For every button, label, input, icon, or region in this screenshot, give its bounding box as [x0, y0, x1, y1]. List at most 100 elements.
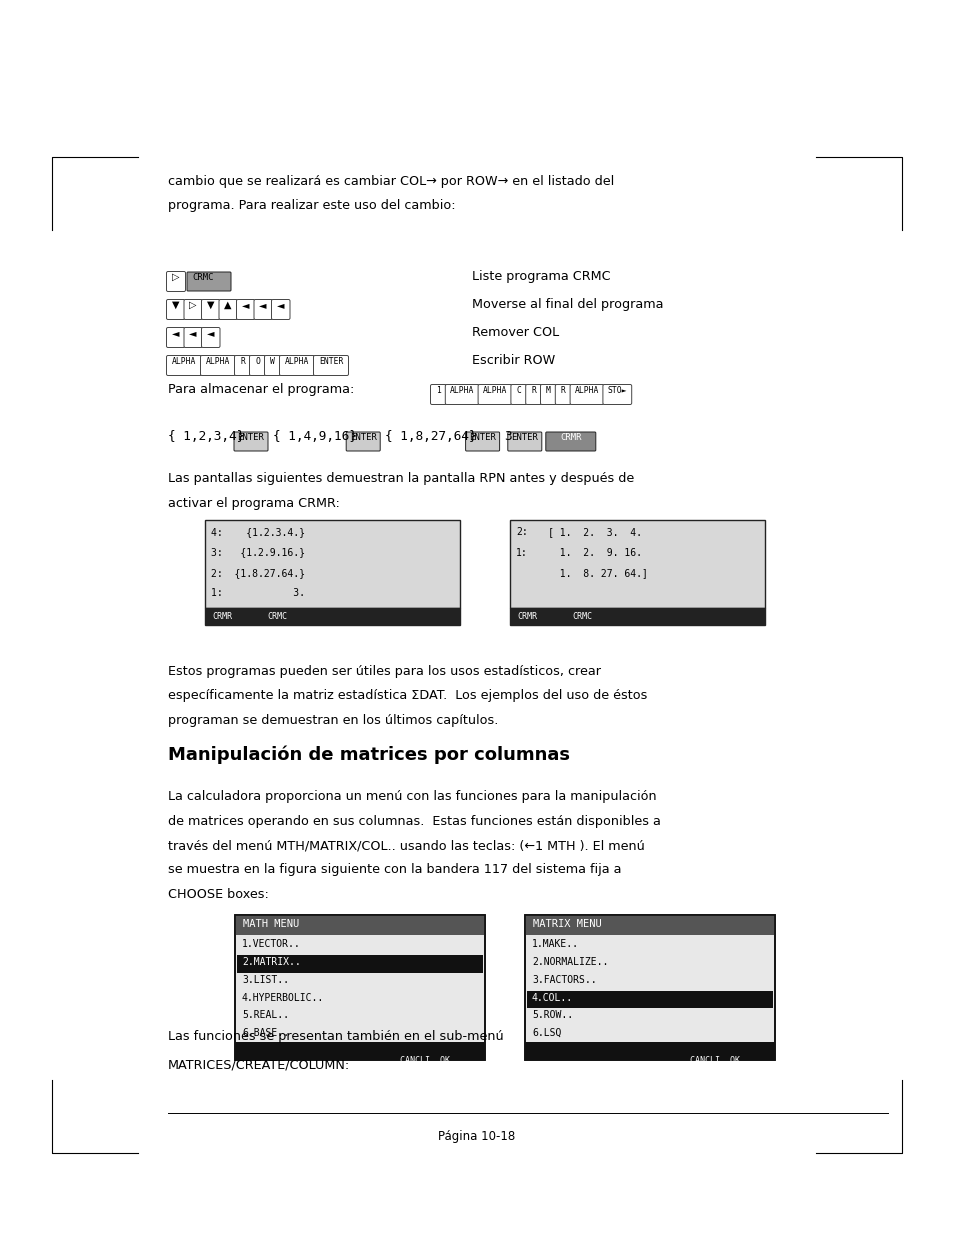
Text: Las pantallas siguientes demuestran la pantalla RPN antes y después de: Las pantallas siguientes demuestran la p… [168, 472, 634, 485]
Text: se muestra en la figura siguiente con la bandera 117 del sistema fija a: se muestra en la figura siguiente con la… [168, 863, 620, 877]
Text: 1.  2.  9. 16.: 1. 2. 9. 16. [547, 547, 641, 557]
FancyBboxPatch shape [184, 300, 202, 320]
Text: CRMR: CRMR [517, 613, 537, 621]
Text: ENTER: ENTER [318, 357, 343, 366]
Text: 1.  8. 27. 64.]: 1. 8. 27. 64.] [547, 568, 647, 578]
Text: ◄: ◄ [207, 329, 214, 338]
Text: CRMC: CRMC [192, 273, 213, 282]
Text: ▲: ▲ [224, 300, 232, 310]
Text: CANCLI  OK: CANCLI OK [689, 1056, 740, 1065]
Text: ALPHA: ALPHA [450, 387, 474, 395]
FancyBboxPatch shape [545, 432, 596, 451]
FancyBboxPatch shape [430, 384, 446, 405]
FancyBboxPatch shape [236, 300, 254, 320]
Text: ENTER: ENTER [350, 433, 376, 442]
Text: MATRICES/CREATE/COLUMN:: MATRICES/CREATE/COLUMN: [168, 1058, 350, 1071]
Text: 1.VECTOR..: 1.VECTOR.. [242, 939, 300, 948]
Text: ▼: ▼ [207, 300, 214, 310]
Text: { 1,8,27,64}: { 1,8,27,64} [385, 430, 476, 443]
Bar [205, 608, 459, 625]
Text: través del menú MTH/MATRIX/COL.. usando las teclas: (←1 MTH ). El menú: través del menú MTH/MATRIX/COL.. usando … [168, 839, 644, 852]
Text: ALPHA: ALPHA [206, 357, 230, 366]
Text: 3: 3 [504, 430, 512, 443]
FancyBboxPatch shape [233, 432, 268, 451]
Text: 3.LIST..: 3.LIST.. [242, 974, 289, 984]
FancyBboxPatch shape [201, 300, 220, 320]
Text: 1.MAKE..: 1.MAKE.. [532, 939, 578, 948]
FancyBboxPatch shape [555, 384, 571, 405]
Text: R: R [240, 357, 245, 366]
FancyBboxPatch shape [477, 384, 512, 405]
Text: Escribir ROW: Escribir ROW [472, 354, 555, 367]
Text: específicamente la matriz estadística ΣDAT.  Los ejemplos del uso de éstos: específicamente la matriz estadística ΣD… [168, 689, 647, 703]
Text: 2.NORMALIZE..: 2.NORMALIZE.. [532, 957, 608, 967]
Text: 4.HYPERBOLIC..: 4.HYPERBOLIC.. [242, 993, 324, 1003]
FancyBboxPatch shape [219, 300, 237, 320]
Text: MATRIX MENU: MATRIX MENU [533, 919, 601, 929]
Bar [524, 915, 774, 1060]
Text: Remover COL: Remover COL [472, 326, 558, 338]
FancyBboxPatch shape [570, 384, 603, 405]
Text: C: C [516, 387, 520, 395]
Text: Liste programa CRMC: Liste programa CRMC [472, 270, 610, 283]
Text: 1:            3.: 1: 3. [211, 589, 305, 599]
FancyBboxPatch shape [314, 356, 348, 375]
Text: CRMR: CRMR [559, 433, 581, 442]
Text: 1:: 1: [516, 547, 527, 557]
Text: 5.REAL..: 5.REAL.. [242, 1010, 289, 1020]
Text: CHOOSE boxes:: CHOOSE boxes: [168, 888, 269, 902]
Text: Moverse al final del programa: Moverse al final del programa [472, 298, 662, 311]
Text: STO►: STO► [607, 387, 626, 395]
Bar [234, 915, 484, 1060]
Text: Página 10-18: Página 10-18 [438, 1130, 515, 1144]
Text: cambio que se realizará es cambiar COL→ por ROW→ en el listado del: cambio que se realizará es cambiar COL→ … [168, 175, 614, 188]
Text: Las funciones se presentan también en el sub-menú: Las funciones se presentan también en el… [168, 1030, 503, 1044]
Text: 4.COL..: 4.COL.. [532, 993, 573, 1003]
FancyBboxPatch shape [346, 432, 380, 451]
Text: 1: 1 [436, 387, 440, 395]
Text: ▷: ▷ [190, 300, 196, 310]
Text: ◄: ◄ [259, 300, 267, 310]
Text: 3:   {1.2.9.16.}: 3: {1.2.9.16.} [211, 547, 305, 557]
FancyBboxPatch shape [167, 272, 185, 291]
Text: programan se demuestran en los últimos capítulos.: programan se demuestran en los últimos c… [168, 714, 497, 727]
FancyBboxPatch shape [184, 327, 202, 347]
Text: ◄: ◄ [172, 329, 179, 338]
FancyBboxPatch shape [200, 356, 235, 375]
Text: R: R [560, 387, 565, 395]
Text: ALPHA: ALPHA [482, 387, 507, 395]
FancyBboxPatch shape [540, 384, 556, 405]
Text: M: M [545, 387, 551, 395]
Text: ALPHA: ALPHA [285, 357, 309, 366]
Text: CRMC: CRMC [267, 613, 287, 621]
FancyBboxPatch shape [234, 356, 251, 375]
FancyBboxPatch shape [253, 300, 273, 320]
Text: R: R [531, 387, 536, 395]
Bar [234, 915, 484, 935]
Text: ALPHA: ALPHA [575, 387, 598, 395]
Text: ◄: ◄ [276, 300, 284, 310]
Text: 2.MATRIX..: 2.MATRIX.. [242, 957, 300, 967]
FancyBboxPatch shape [250, 356, 265, 375]
Bar [234, 1042, 484, 1060]
Bar [524, 915, 774, 935]
Text: O: O [254, 357, 259, 366]
Text: 6.BASE..: 6.BASE.. [242, 1029, 289, 1039]
Text: CANCLI  OK: CANCLI OK [399, 1056, 450, 1065]
Text: Para almacenar el programa:: Para almacenar el programa: [168, 383, 354, 396]
FancyBboxPatch shape [525, 384, 541, 405]
Text: Manipulación de matrices por columnas: Manipulación de matrices por columnas [168, 745, 569, 763]
Text: ▷: ▷ [172, 272, 179, 282]
FancyBboxPatch shape [201, 327, 220, 347]
Text: 5.ROW..: 5.ROW.. [532, 1010, 573, 1020]
Text: 2:  {1.8.27.64.}: 2: {1.8.27.64.} [211, 568, 305, 578]
Text: MATH MENU: MATH MENU [243, 919, 299, 929]
Text: ALPHA: ALPHA [172, 357, 196, 366]
Text: ENTER: ENTER [469, 433, 496, 442]
FancyBboxPatch shape [602, 384, 631, 405]
FancyBboxPatch shape [511, 384, 526, 405]
Text: [ 1.  2.  3.  4.: [ 1. 2. 3. 4. [547, 527, 641, 537]
Text: 3.FACTORS..: 3.FACTORS.. [532, 974, 596, 984]
Text: ◄: ◄ [242, 300, 249, 310]
Text: ◄: ◄ [190, 329, 196, 338]
